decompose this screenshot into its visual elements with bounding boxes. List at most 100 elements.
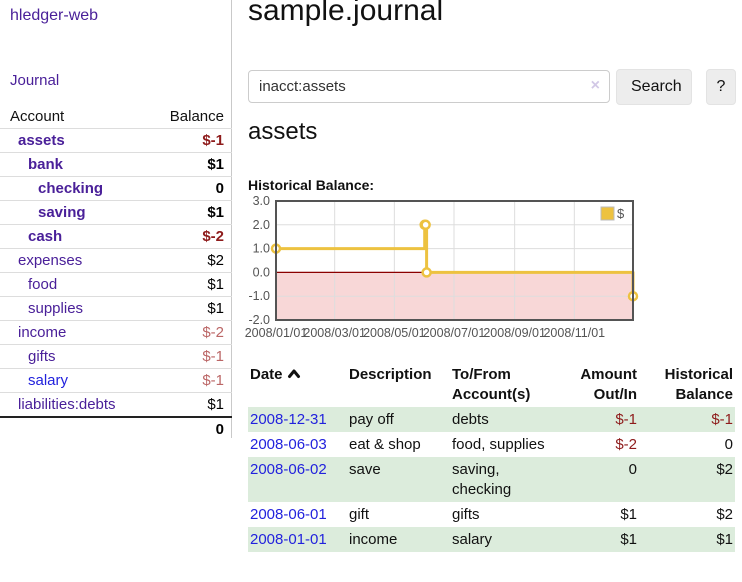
svg-text:0.0: 0.0	[253, 265, 270, 279]
account-cell: liabilities:debts	[0, 393, 143, 418]
accounts-header-balance: Balance	[169, 108, 224, 125]
account-row: salary $-1	[0, 368, 232, 393]
register-header-date-label: Date	[250, 366, 283, 383]
account-link-liabilities-debts[interactable]: liabilities:debts	[18, 396, 116, 413]
account-row: expenses $2	[0, 248, 232, 273]
svg-text:2008/05/01: 2008/05/01	[363, 326, 426, 340]
account-link-gifts[interactable]: gifts	[28, 348, 56, 365]
register-header-date[interactable]: Date	[248, 363, 347, 407]
register-header-description: Description	[349, 366, 432, 383]
register-header-amount: Amount Out/In	[580, 366, 637, 403]
svg-text:2008/03/01: 2008/03/01	[303, 326, 366, 340]
register-row: 2008-01-01 income salary $1 $1	[248, 527, 735, 552]
transaction-date-cell: 2008-12-31	[248, 407, 347, 432]
account-row: income $-2	[0, 320, 232, 345]
transaction-accounts: food, supplies	[452, 436, 545, 453]
transaction-description: income	[349, 531, 398, 548]
account-row: supplies $1	[0, 296, 232, 321]
transaction-date-cell: 2008-06-03	[248, 432, 347, 457]
transaction-amount: $-2	[615, 436, 637, 453]
help-button[interactable]: ?	[706, 69, 736, 105]
transaction-accounts: salary	[452, 531, 493, 548]
account-link-income[interactable]: income	[18, 324, 67, 341]
transaction-balance: $-1	[711, 411, 733, 428]
accounts-table: Account Balance assets $-1 bank $1 checking 0…	[0, 106, 232, 441]
transaction-date-link[interactable]: 2008-12-31	[250, 411, 327, 428]
account-balance: $2	[207, 252, 224, 269]
account-link-bank[interactable]: bank	[28, 156, 64, 173]
clear-search-icon[interactable]: ×	[590, 77, 600, 94]
transaction-balance: $2	[716, 506, 733, 523]
search-input-wrap: ×	[248, 70, 610, 103]
svg-text:$: $	[617, 206, 625, 221]
chart-title: Historical Balance:	[248, 177, 375, 193]
transaction-date-link[interactable]: 2008-01-01	[250, 531, 327, 548]
app-title-link[interactable]: hledger-web	[10, 7, 99, 24]
account-balance: $-2	[202, 324, 224, 341]
account-cell: checking	[0, 177, 143, 201]
account-cell: cash	[0, 225, 143, 249]
account-cell: gifts	[0, 345, 143, 369]
account-link-checking[interactable]: checking	[38, 180, 104, 197]
sidebar-item-journal[interactable]: Journal	[10, 72, 60, 89]
account-link-salary[interactable]: salary	[28, 372, 69, 389]
accounts-header-account: Account	[10, 108, 65, 125]
transaction-date-link[interactable]: 2008-06-02	[250, 461, 327, 478]
account-row: bank $1	[0, 152, 232, 177]
svg-text:1.0: 1.0	[253, 242, 270, 256]
svg-text:2008/07/01: 2008/07/01	[423, 326, 486, 340]
svg-text:2008/01/01: 2008/01/01	[245, 326, 308, 340]
register-header-account: To/From Account(s)	[452, 366, 531, 403]
register-row: 2008-06-01 gift gifts $1 $2	[248, 502, 735, 527]
transaction-date-link[interactable]: 2008-06-01	[250, 506, 327, 523]
account-cell: supplies	[0, 297, 143, 321]
transaction-description: pay off	[349, 411, 394, 428]
app-title: hledger-web	[10, 7, 98, 25]
register-row: 2008-06-03 eat & shop food, supplies $-2 0	[248, 432, 735, 457]
accounts-total-spacer	[0, 417, 143, 441]
account-link-assets[interactable]: assets	[18, 132, 65, 149]
account-balance: $1	[207, 204, 224, 221]
account-link-cash[interactable]: cash	[28, 228, 63, 245]
register-header-row: Date Description To/From Account(s) Amou…	[248, 363, 735, 407]
account-row: liabilities:debts $1	[0, 392, 232, 418]
account-link-food[interactable]: food	[28, 276, 58, 293]
account-balance: 0	[215, 180, 224, 197]
account-row: checking 0	[0, 176, 232, 201]
account-link-saving[interactable]: saving	[38, 204, 86, 221]
svg-text:-1.0: -1.0	[248, 289, 270, 303]
account-cell: assets	[0, 129, 143, 153]
svg-text:2008/09/01: 2008/09/01	[483, 326, 546, 340]
sidebar: hledger-web Journal Account Balance asse…	[0, 0, 232, 438]
account-cell: expenses	[0, 249, 143, 273]
transaction-description: gift	[349, 506, 370, 523]
sort-ascending-icon	[287, 369, 300, 378]
transaction-date-link[interactable]: 2008-06-03	[250, 436, 327, 453]
account-cell: income	[0, 321, 143, 345]
accounts-table-body: assets $-1 bank $1 checking 0 saving $1 cash $-2 e…	[0, 128, 232, 418]
search-button[interactable]: Search	[616, 69, 692, 105]
register-table: Date Description To/From Account(s) Amou…	[248, 363, 735, 552]
register-row: 2008-06-02 save saving, checking 0 $2	[248, 457, 735, 502]
account-row: assets $-1	[0, 128, 232, 153]
register-header-balance: Historical Balance	[664, 366, 733, 403]
transaction-balance: 0	[724, 436, 733, 453]
account-link-supplies[interactable]: supplies	[28, 300, 84, 317]
search-bar: × Search ?	[248, 69, 742, 105]
transaction-accounts: debts	[452, 411, 489, 428]
register-row: 2008-12-31 pay off debts $-1 $-1	[248, 407, 735, 432]
transaction-description: save	[349, 461, 381, 478]
page-title: sample.journal	[248, 0, 444, 27]
account-balance: $1	[207, 156, 224, 173]
transaction-balance: $1	[716, 531, 733, 548]
transaction-date-cell: 2008-01-01	[248, 527, 347, 552]
account-link-expenses[interactable]: expenses	[18, 252, 83, 269]
account-balance: $1	[207, 276, 224, 293]
transaction-date-cell: 2008-06-02	[248, 457, 347, 502]
account-balance: $-2	[202, 228, 224, 245]
account-balance: $1	[207, 396, 224, 413]
search-input[interactable]	[248, 70, 610, 103]
account-cell: food	[0, 273, 143, 297]
accounts-header-row: Account Balance	[0, 106, 232, 129]
